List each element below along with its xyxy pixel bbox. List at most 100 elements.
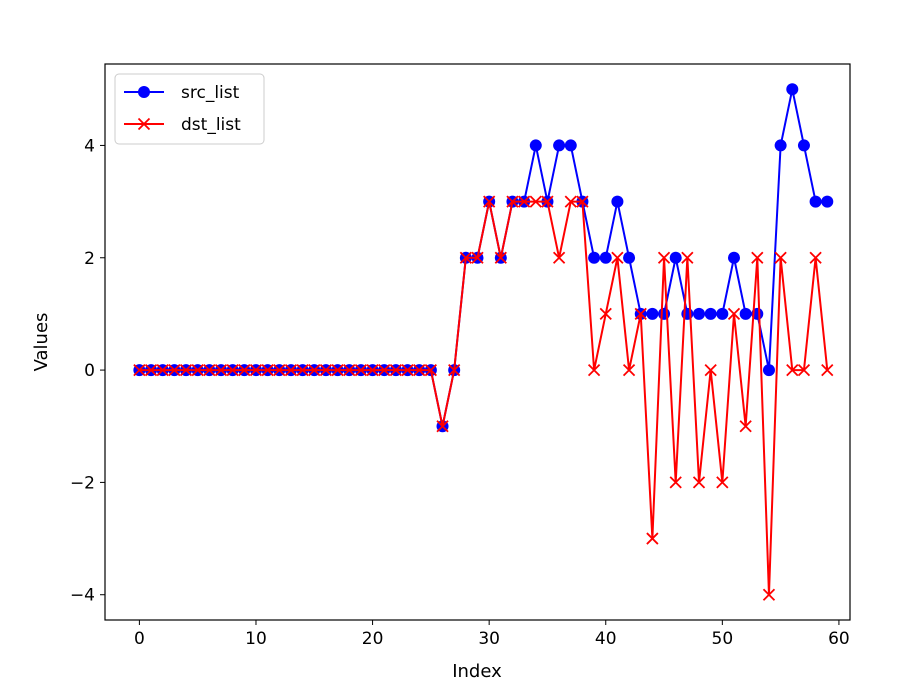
x-axis-label: Index <box>452 661 502 682</box>
data-point <box>413 363 426 377</box>
data-point <box>459 251 472 264</box>
data-point <box>494 251 507 264</box>
data-point <box>203 363 216 377</box>
data-point <box>238 363 251 377</box>
data-point <box>552 251 566 264</box>
data-point <box>762 364 775 377</box>
data-point <box>401 363 414 377</box>
data-point <box>389 363 403 377</box>
data-point <box>809 195 822 208</box>
data-point <box>191 363 204 377</box>
data-point <box>658 307 671 320</box>
data-point <box>133 363 146 377</box>
legend-label: dst_list <box>181 115 241 135</box>
data-point <box>611 195 624 208</box>
legend-label: src_list <box>181 83 240 103</box>
data-point <box>308 363 321 377</box>
series-line <box>139 200 829 596</box>
data-point <box>378 363 391 377</box>
data-point <box>541 195 554 208</box>
x-tick-label: 0 <box>134 629 145 649</box>
data-point <box>483 195 496 208</box>
y-tick-label: 2 <box>84 249 95 269</box>
data-point <box>634 307 647 321</box>
y-axis-label: Values <box>31 313 52 372</box>
data-point <box>273 363 286 377</box>
data-point <box>576 195 589 208</box>
x-tick-label: 60 <box>828 629 850 649</box>
data-point <box>179 363 193 377</box>
data-point <box>599 251 612 264</box>
data-point <box>727 251 740 264</box>
data-point <box>331 363 344 377</box>
y-tick-label: −4 <box>70 586 95 606</box>
data-point <box>716 476 729 489</box>
data-point <box>681 251 694 264</box>
data-point <box>587 363 601 377</box>
data-point <box>588 251 601 264</box>
data-point <box>156 363 169 377</box>
y-tick-label: 0 <box>84 361 95 381</box>
data-point <box>774 139 787 152</box>
legend-marker <box>138 86 150 98</box>
data-point <box>436 420 449 433</box>
data-point <box>704 307 717 320</box>
data-point <box>354 363 368 377</box>
data-point <box>739 420 752 433</box>
data-point <box>506 195 519 208</box>
x-tick-label: 40 <box>595 629 617 649</box>
data-point <box>471 251 484 264</box>
x-tick-label: 30 <box>478 629 500 649</box>
data-point <box>564 195 577 208</box>
data-point <box>623 251 636 264</box>
data-point <box>797 139 810 152</box>
data-point <box>599 307 612 321</box>
data-point <box>296 363 309 377</box>
data-point <box>786 363 799 377</box>
data-point <box>692 476 706 489</box>
data-point <box>343 363 356 377</box>
data-point <box>366 363 379 377</box>
data-point <box>669 476 682 489</box>
data-point <box>786 83 799 96</box>
x-axis-ticks: 0 10 20 30 40 50 60 <box>134 620 850 649</box>
data-point <box>751 251 764 264</box>
data-point <box>249 363 263 377</box>
legend: src_list dst_list <box>114 73 265 145</box>
y-tick-label: 4 <box>84 136 95 156</box>
data-point <box>622 363 636 377</box>
data-point <box>611 251 624 264</box>
legend-marker <box>137 117 151 131</box>
data-point <box>774 251 787 264</box>
data-point <box>564 139 577 152</box>
data-point <box>657 251 671 264</box>
data-point <box>797 363 811 377</box>
x-tick-label: 50 <box>712 629 734 649</box>
data-point <box>646 307 659 320</box>
x-tick-label: 20 <box>362 629 384 649</box>
data-point <box>727 307 741 321</box>
data-point <box>529 139 542 152</box>
data-point <box>716 307 729 320</box>
y-tick-label: −2 <box>70 473 95 493</box>
data-point <box>669 251 682 264</box>
data-point <box>448 363 461 377</box>
data-point <box>168 363 181 377</box>
data-point <box>704 363 717 377</box>
plot-frame <box>104 63 851 621</box>
data-point <box>553 139 566 152</box>
data-point <box>284 363 298 377</box>
data-point <box>821 363 834 377</box>
data-point <box>517 195 531 208</box>
data-point <box>809 251 822 264</box>
series-dst-list <box>133 195 834 601</box>
x-tick-label: 10 <box>245 629 267 649</box>
data-point <box>821 195 834 208</box>
y-axis-ticks: −4 −2 0 2 4 <box>70 136 105 606</box>
series-layer <box>133 83 834 601</box>
data-point <box>144 363 158 377</box>
data-point <box>226 363 239 377</box>
data-point <box>529 195 542 208</box>
data-point <box>319 363 333 377</box>
